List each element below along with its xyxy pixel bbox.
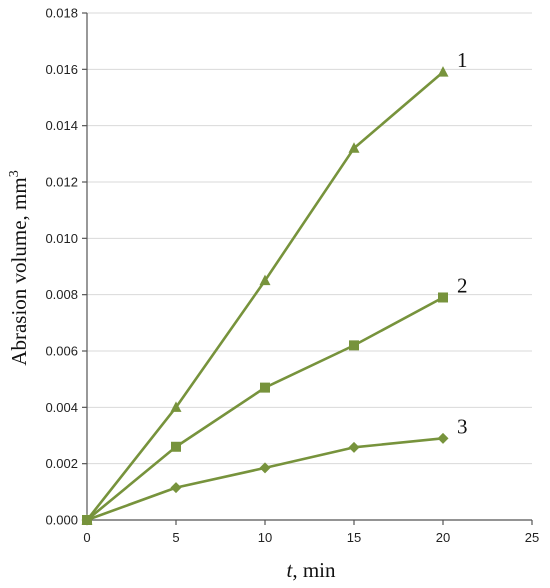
series-3-point [81, 514, 93, 526]
series-3-point [259, 462, 271, 474]
x-axis-title: t, min [286, 558, 336, 582]
series-1-point [170, 401, 182, 412]
x-tick-label: 10 [258, 530, 272, 545]
gridlines [87, 12, 532, 465]
series-3-point [437, 432, 449, 444]
x-tick-label: 25 [525, 530, 539, 545]
y-tick-label: 0.010 [45, 231, 78, 246]
series-2: 2 [82, 273, 468, 525]
series-2-point [171, 441, 181, 452]
y-tick-label: 0.004 [45, 400, 78, 415]
y-tick-label: 0.008 [45, 287, 78, 302]
tick-labels: 0.000 0.002 0.004 0.006 0.008 0.010 0.012 0.014… [45, 6, 539, 546]
x-axis-title-rest: , min [292, 558, 336, 582]
series-2-point [349, 340, 359, 351]
series-group: 1 2 3 [81, 48, 468, 526]
series-1-point [348, 142, 360, 153]
y-tick-label: 0.016 [45, 62, 78, 77]
x-tick-label: 5 [172, 530, 179, 545]
series-2-point [438, 292, 448, 303]
x-tick-label: 15 [347, 530, 361, 545]
y-tick-label: 0.018 [45, 6, 78, 21]
series-2-label: 2 [457, 273, 468, 297]
x-tick-label: 20 [436, 530, 450, 545]
series-1: 1 [81, 48, 468, 525]
series-2-point [260, 382, 270, 393]
series-1-line [85, 71, 444, 521]
y-tick-label: 0.000 [45, 513, 78, 528]
series-3-label: 3 [457, 414, 468, 438]
series-3-point [348, 441, 360, 453]
series-2-line [86, 296, 444, 522]
y-tick-label: 0.012 [45, 175, 78, 190]
series-1-point [437, 66, 449, 77]
series-1-point [259, 274, 271, 286]
series-3-point [170, 482, 182, 494]
series-3: 3 [81, 414, 468, 526]
y-axis-title-superscript: 3 [7, 170, 22, 177]
y-tick-label: 0.002 [45, 456, 78, 471]
y-axis-title: Abrasion volume, mm3 [7, 170, 31, 365]
axes [82, 12, 533, 525]
x-axis-title-italic: t [286, 558, 293, 582]
y-tick-label: 0.014 [45, 118, 78, 133]
y-tick-label: 0.006 [45, 344, 78, 359]
x-tick-label: 0 [83, 530, 90, 545]
y-axis-title-text: Abrasion volume, mm [7, 177, 31, 365]
series-1-label: 1 [457, 48, 468, 72]
